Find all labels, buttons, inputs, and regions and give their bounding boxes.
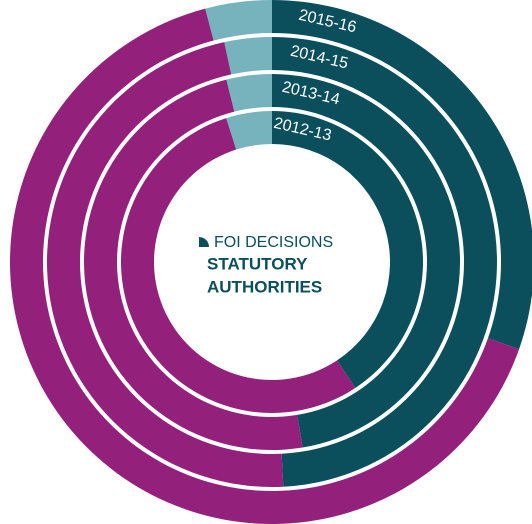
title-icon <box>199 237 209 247</box>
ring-segment <box>120 118 356 414</box>
ring-segment <box>272 74 460 448</box>
ring-segment <box>84 79 303 450</box>
ring-segment <box>272 111 423 388</box>
chart-title: FOI DECISIONS <box>214 234 333 251</box>
ring-segment <box>226 111 272 150</box>
ring-segment <box>205 0 272 41</box>
chart-title: AUTHORITIES <box>207 277 322 296</box>
ring-segment <box>46 42 284 488</box>
ring-segment <box>224 37 272 75</box>
ring-segment <box>272 37 498 487</box>
ring-segment <box>272 0 532 350</box>
ring-segment <box>226 74 272 112</box>
chart-title: STATUTORY <box>207 254 308 273</box>
